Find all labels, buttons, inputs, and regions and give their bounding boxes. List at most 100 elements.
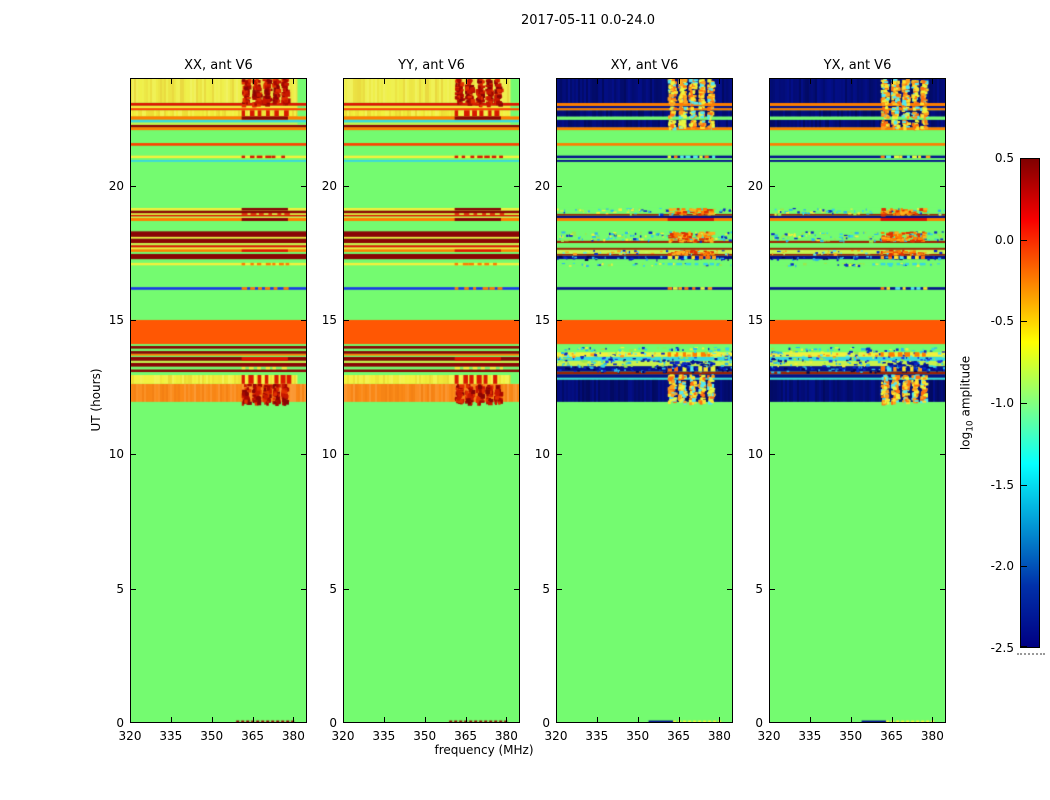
colorbar-tick-label: -2.0 <box>990 559 1014 574</box>
y-tick-mark <box>940 588 945 590</box>
x-tick-label: 335 <box>372 729 396 743</box>
y-tick-mark <box>344 185 349 187</box>
x-tick-mark <box>596 79 598 84</box>
y-tick-mark <box>770 319 775 321</box>
y-tick-label: 5 <box>542 581 550 596</box>
y-tick-mark <box>770 588 775 590</box>
x-tick-mark <box>850 79 852 84</box>
y-tick-label: 5 <box>116 581 124 596</box>
x-tick-label: 380 <box>920 729 944 743</box>
y-tick-mark <box>770 185 775 187</box>
y-tick-mark <box>940 185 945 187</box>
y-axis-label: UT (hours) <box>89 368 103 432</box>
y-tick-label: 0 <box>116 716 124 730</box>
x-tick-mark <box>850 717 852 722</box>
x-tick-mark <box>719 79 721 84</box>
x-tick-mark <box>211 79 213 84</box>
y-tick-mark <box>727 588 732 590</box>
y-tick-mark <box>770 454 775 456</box>
x-tick-mark <box>211 717 213 722</box>
x-tick-mark <box>465 717 467 722</box>
x-tick-label: 380 <box>707 729 731 743</box>
y-tick-label: 15 <box>747 312 763 327</box>
x-tick-mark <box>556 79 557 84</box>
x-tick-mark <box>932 79 934 84</box>
y-tick-mark <box>514 454 519 456</box>
colorbar-extension-dashes <box>1017 653 1045 655</box>
heatmap-panel-xx <box>130 78 307 723</box>
colorbar-tick-mark <box>1021 484 1027 486</box>
x-tick-mark <box>678 79 680 84</box>
y-tick-mark <box>301 454 306 456</box>
y-tick-mark <box>344 588 349 590</box>
x-tick-mark <box>383 79 385 84</box>
x-tick-mark <box>637 79 639 84</box>
x-tick-mark <box>383 717 385 722</box>
y-tick-label: 5 <box>329 581 337 596</box>
y-tick-mark <box>557 454 562 456</box>
x-tick-label: 335 <box>798 729 822 743</box>
heatmap-canvas-yy <box>343 78 520 723</box>
y-tick-mark <box>514 722 519 723</box>
x-tick-mark <box>293 717 295 722</box>
y-tick-mark <box>557 588 562 590</box>
y-tick-label: 15 <box>534 312 550 327</box>
y-tick-label: 10 <box>321 447 337 462</box>
x-tick-mark <box>424 717 426 722</box>
x-tick-label: 320 <box>118 729 142 743</box>
y-tick-label: 15 <box>321 312 337 327</box>
y-tick-mark <box>727 454 732 456</box>
x-tick-mark <box>130 79 131 84</box>
colorbar-label-prefix: log <box>958 431 973 451</box>
x-tick-mark <box>556 717 557 722</box>
colorbar-tick-mark <box>1021 158 1027 159</box>
x-tick-label: 350 <box>626 729 650 743</box>
x-tick-mark <box>465 79 467 84</box>
colorbar-tick-mark <box>1021 239 1027 241</box>
x-tick-label: 335 <box>159 729 183 743</box>
colorbar-tick-mark <box>1021 646 1027 647</box>
x-tick-mark <box>252 79 254 84</box>
y-tick-mark <box>770 722 775 723</box>
x-tick-label: 365 <box>667 729 690 743</box>
x-tick-mark <box>891 79 893 84</box>
x-tick-label: 350 <box>200 729 224 743</box>
y-tick-label: 20 <box>321 178 337 193</box>
x-tick-mark <box>809 79 811 84</box>
x-tick-mark <box>769 79 770 84</box>
y-tick-mark <box>131 319 136 321</box>
panel-title-xx: XX, ant V6 <box>184 58 253 73</box>
x-tick-mark <box>769 717 770 722</box>
x-tick-label: 350 <box>839 729 863 743</box>
x-tick-mark <box>596 717 598 722</box>
x-axis-label: frequency (MHz) <box>434 743 534 757</box>
x-tick-label: 380 <box>494 729 518 743</box>
y-tick-mark <box>514 588 519 590</box>
y-tick-label: 20 <box>747 178 763 193</box>
y-tick-mark <box>557 185 562 187</box>
y-tick-label: 0 <box>755 716 763 730</box>
y-tick-mark <box>131 722 136 723</box>
y-tick-mark <box>940 722 945 723</box>
x-tick-mark <box>252 717 254 722</box>
x-tick-mark <box>343 717 344 722</box>
x-tick-mark <box>506 717 508 722</box>
y-tick-mark <box>940 319 945 321</box>
colorbar-tick-label: -2.5 <box>990 641 1014 655</box>
x-tick-label: 365 <box>241 729 264 743</box>
y-tick-label: 15 <box>108 312 124 327</box>
y-tick-mark <box>301 588 306 590</box>
y-tick-mark <box>344 722 349 723</box>
panel-title-xy: XY, ant V6 <box>610 58 679 73</box>
colorbar-tick-label: 0.5 <box>994 151 1014 165</box>
x-tick-mark <box>719 717 721 722</box>
y-tick-label: 0 <box>329 716 337 730</box>
x-tick-label: 350 <box>413 729 437 743</box>
y-tick-mark <box>301 722 306 723</box>
y-tick-label: 20 <box>534 178 550 193</box>
y-tick-mark <box>557 722 562 723</box>
x-tick-mark <box>170 79 172 84</box>
heatmap-canvas-xx <box>130 78 307 723</box>
x-tick-label: 320 <box>757 729 781 743</box>
